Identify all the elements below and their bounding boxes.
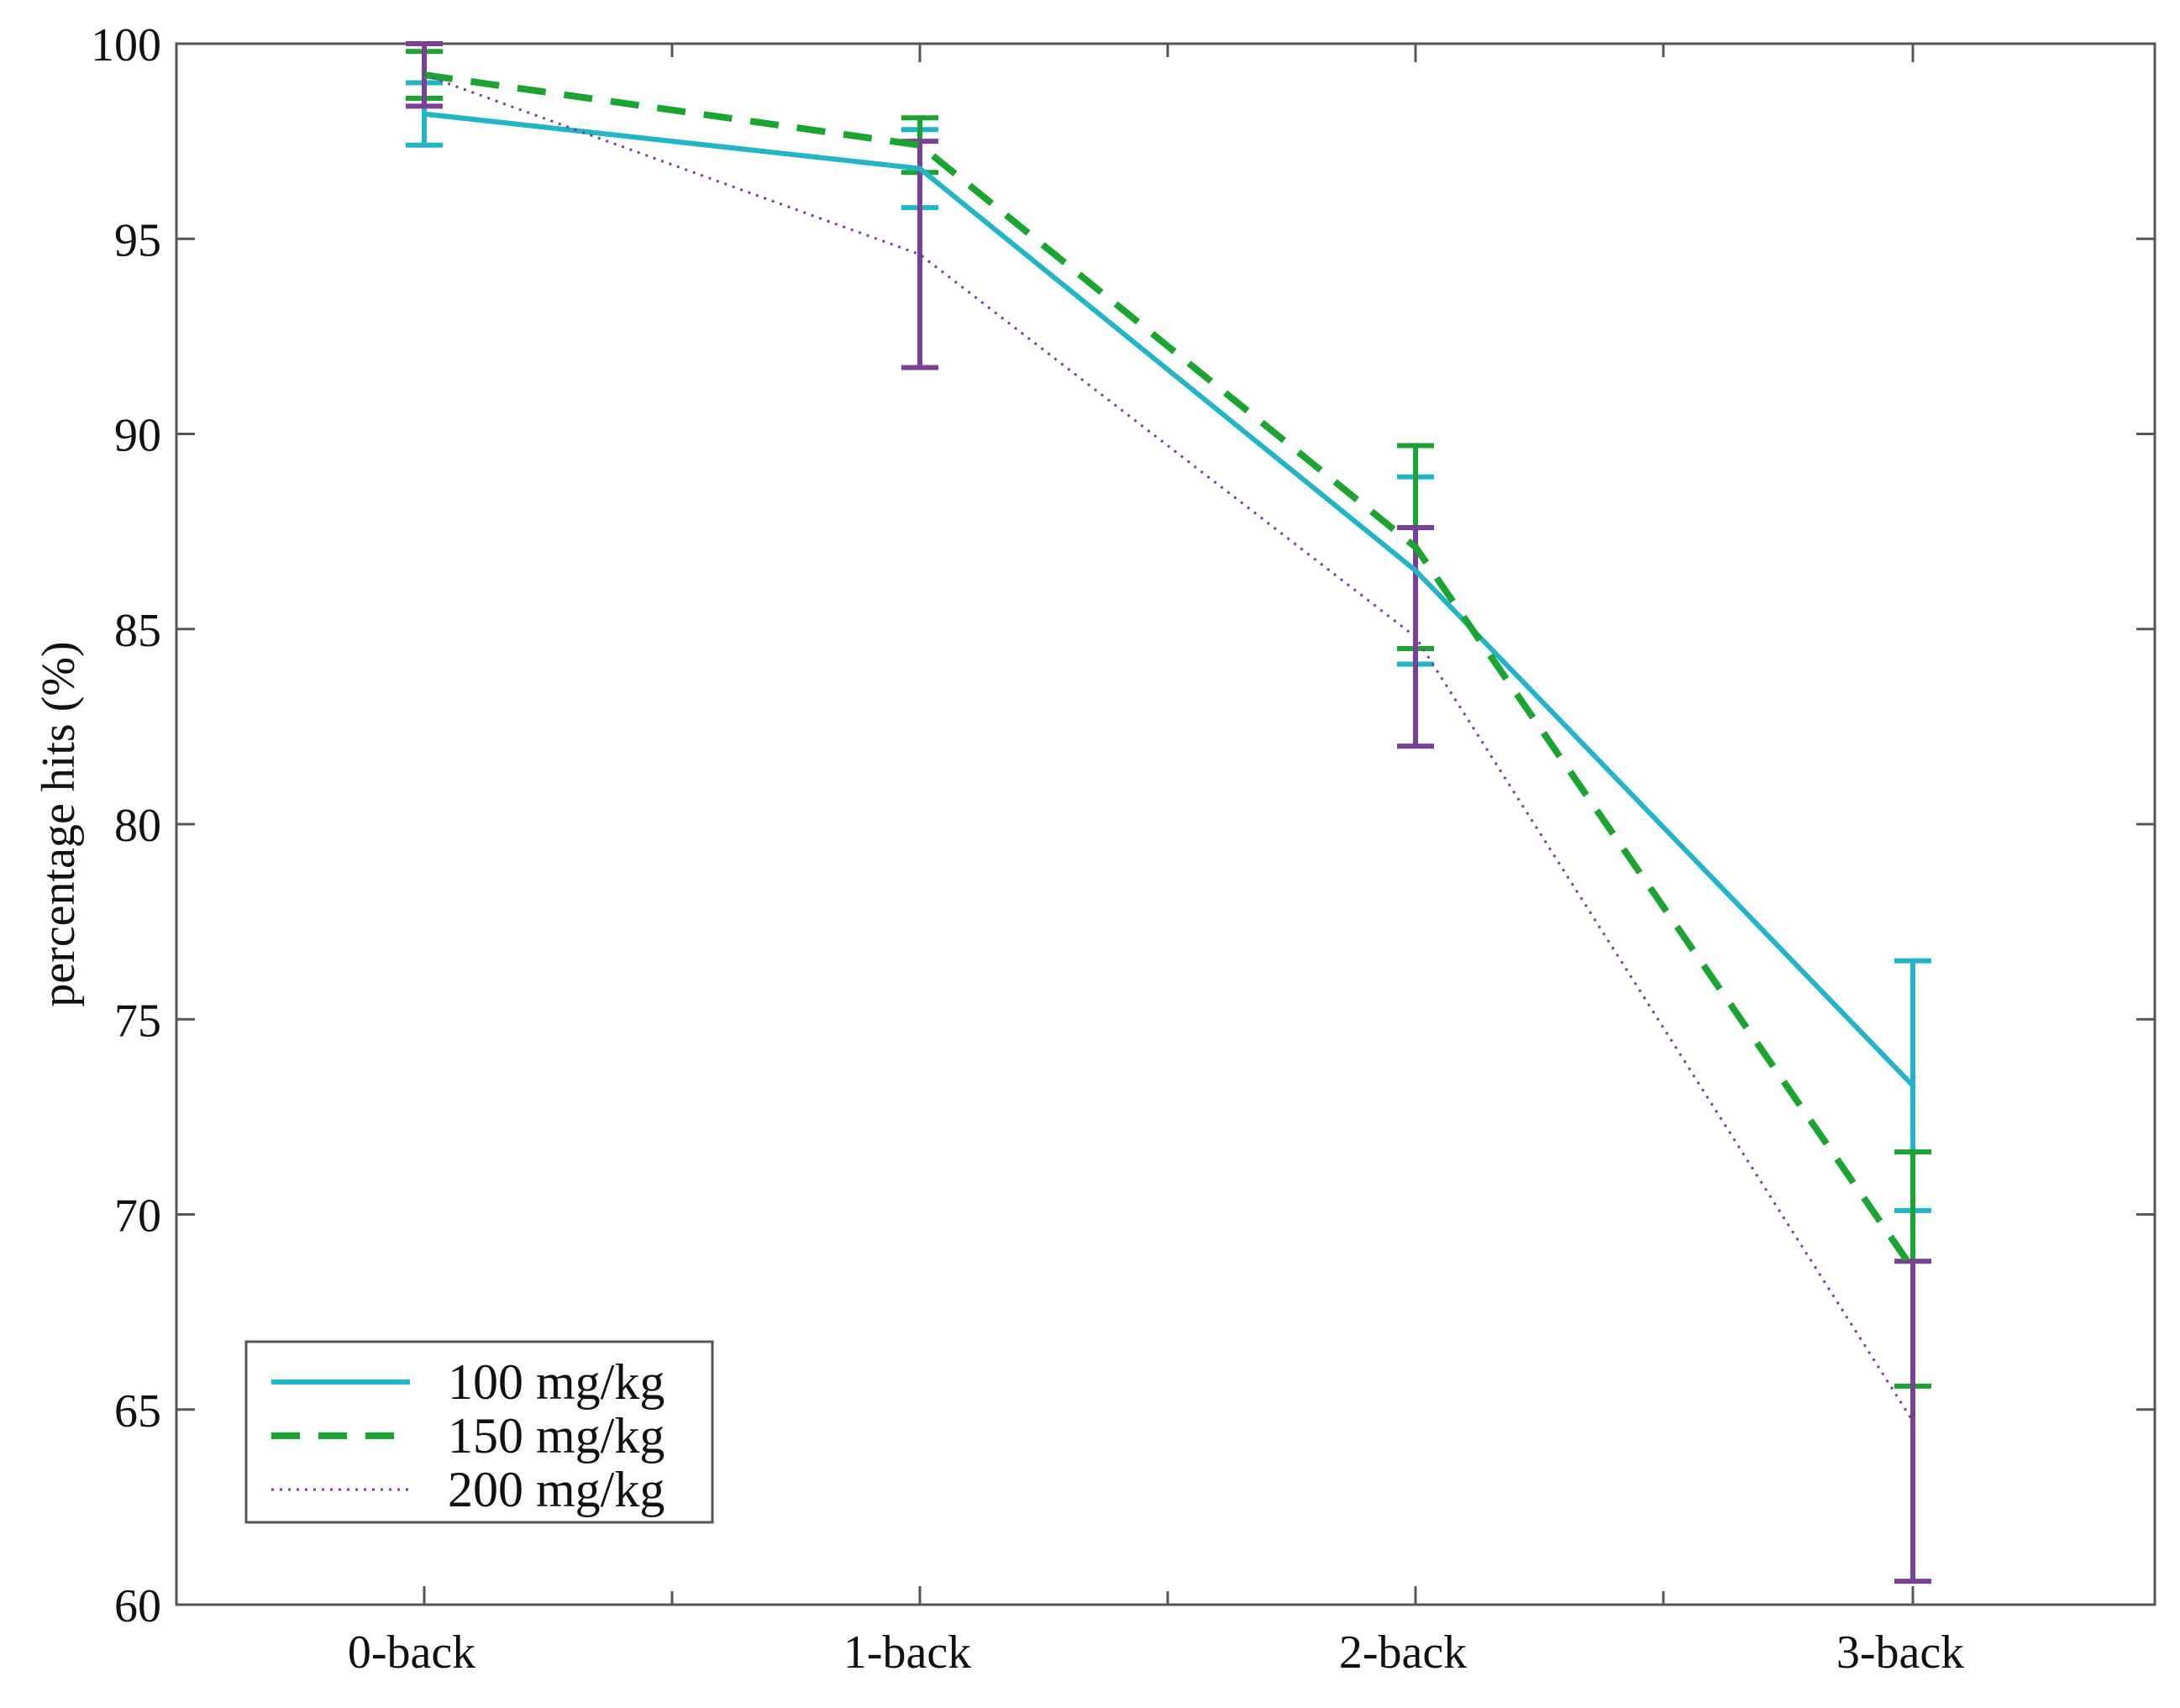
legend-label: 200 mg/kg bbox=[448, 1462, 665, 1517]
y-tick-label: 65 bbox=[114, 1385, 161, 1437]
x-tick-label: 3-back bbox=[1836, 1627, 1964, 1679]
y-tick-label: 85 bbox=[114, 605, 161, 657]
y-tick-label: 70 bbox=[114, 1190, 161, 1243]
legend-label: 150 mg/kg bbox=[448, 1408, 665, 1464]
x-tick-label: 2-back bbox=[1339, 1627, 1467, 1679]
y-tick-label: 80 bbox=[114, 800, 161, 852]
y-tick-label: 75 bbox=[114, 995, 161, 1047]
y-tick-label: 90 bbox=[114, 410, 161, 462]
y-axis-label: percentage hits (%) bbox=[33, 641, 85, 1006]
x-tick-label: 0-back bbox=[348, 1627, 475, 1679]
y-tick-label: 100 bbox=[91, 19, 161, 71]
series-line bbox=[423, 71, 1916, 1271]
series-line bbox=[423, 111, 1915, 1088]
legend-box bbox=[244, 1340, 714, 1524]
y-tick-label: 60 bbox=[114, 1580, 161, 1632]
series-line bbox=[423, 73, 1915, 1422]
x-tick-label: 1-back bbox=[843, 1627, 971, 1679]
y-tick-label: 95 bbox=[114, 214, 161, 266]
legend-label: 100 mg/kg bbox=[448, 1354, 665, 1410]
